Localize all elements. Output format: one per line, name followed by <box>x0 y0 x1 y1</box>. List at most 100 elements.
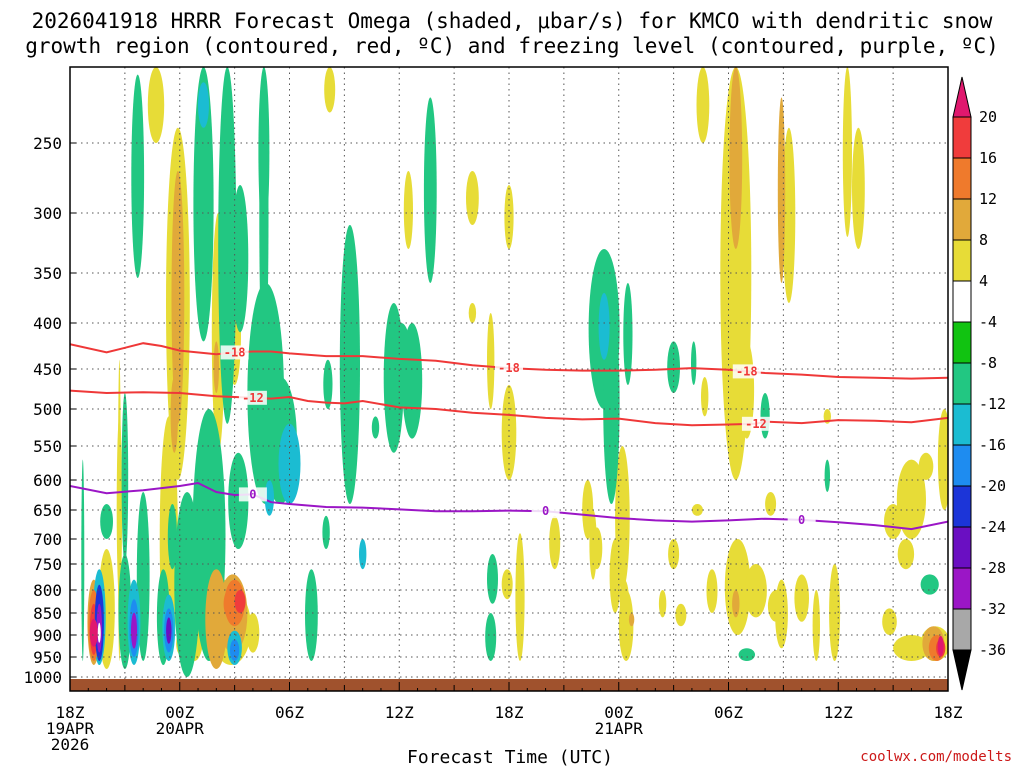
omega-shaded-region <box>893 635 930 661</box>
y-tick-label: 300 <box>33 204 62 223</box>
omega-shaded-region <box>501 569 513 600</box>
omega-shaded-region <box>667 341 680 394</box>
omega-core-sinking <box>89 618 98 647</box>
contour-label: 0 <box>798 513 805 527</box>
omega-shaded-region <box>323 359 333 409</box>
y-tick-label: 950 <box>33 648 62 667</box>
omega-shaded-region <box>658 590 667 618</box>
omega-shading <box>81 67 948 677</box>
y-tick-label: 650 <box>33 501 62 520</box>
omega-shaded-region <box>466 171 479 225</box>
colorbar-segment <box>952 157 972 200</box>
omega-shaded-region <box>760 393 770 439</box>
y-tick-label: 250 <box>33 134 62 153</box>
omega-shaded-region <box>131 74 145 278</box>
contour-label: 0 <box>249 487 256 501</box>
colorbar-segment <box>952 362 972 405</box>
colorbar-segment <box>952 526 972 569</box>
x-tick-label: 21APR <box>595 719 644 738</box>
colorbar-label: -20 <box>979 477 1006 495</box>
x-tick-label: 06Z <box>275 703 304 722</box>
contour-label: -18 <box>498 361 520 375</box>
omega-shaded-region <box>706 569 718 613</box>
y-tick-label: 550 <box>33 437 62 456</box>
omega-shaded-region <box>775 579 788 649</box>
omega-shaded-region <box>598 293 610 360</box>
contour-label-background <box>531 504 560 519</box>
omega-shaded-region <box>920 574 939 595</box>
omega-shaded-region <box>167 503 177 570</box>
omega-core-sinking <box>937 636 944 656</box>
colorbar-label: -8 <box>979 354 997 372</box>
omega-shaded-region <box>794 574 809 622</box>
omega-shaded-region <box>744 564 767 618</box>
omega-shaded-region <box>166 617 172 644</box>
omega-shaded-region <box>782 127 796 304</box>
omega-shaded-region <box>738 648 755 661</box>
omega-shaded-region <box>882 608 897 635</box>
omega-shaded-region <box>842 67 853 237</box>
colorbar-label: 8 <box>979 231 988 249</box>
omega-shaded-region <box>618 590 634 661</box>
contour-label: -12 <box>745 417 767 431</box>
y-tick-label: 750 <box>33 555 62 574</box>
contour-label-background <box>732 364 761 379</box>
omega-shaded-region <box>628 613 635 627</box>
colorbar-segment <box>952 280 972 323</box>
y-tick-label: 800 <box>33 581 62 600</box>
colorbar-label: 4 <box>979 272 988 290</box>
omega-core-rising <box>97 622 101 643</box>
omega-shaded-region <box>701 377 709 417</box>
omega-shaded-region <box>468 303 477 323</box>
omega-shaded-region <box>765 492 777 516</box>
omega-shaded-region <box>100 504 113 539</box>
y-tick-label: 450 <box>33 360 62 379</box>
y-tick-label: 900 <box>33 626 62 645</box>
omega-shaded-region <box>371 416 380 439</box>
omega-shaded-region <box>246 613 260 653</box>
x-axis-title: Forecast Time (UTC) <box>407 747 613 768</box>
omega-shaded-region <box>591 527 603 570</box>
omega-shaded-region <box>691 341 697 386</box>
contour--18 <box>70 342 948 380</box>
colorbar-segment <box>952 567 972 610</box>
colorbar-segment <box>952 116 972 159</box>
credit-text: coolwx.com/modelts <box>860 749 1012 765</box>
omega-shaded-region <box>339 225 360 504</box>
omega-shaded-region <box>234 590 246 613</box>
x-tick-label: 12Z <box>385 703 414 722</box>
x-tick-label: 18Z <box>56 703 85 722</box>
omega-shaded-region <box>402 323 423 439</box>
contour-label-background <box>220 345 249 360</box>
colorbar-top-arrow <box>952 76 972 118</box>
omega-shaded-region <box>696 67 710 143</box>
omega-shaded-region <box>897 539 915 570</box>
omega-shaded-region <box>724 539 751 635</box>
omega-shaded-region <box>884 504 903 539</box>
omega-shaded-region <box>258 67 270 237</box>
contour-lines: -18 -18 -18 -12 -12 0 0 0 <box>70 342 948 531</box>
omega-shaded-region <box>81 459 85 661</box>
omega-shaded-region <box>305 569 318 661</box>
omega-shaded-region <box>359 539 367 570</box>
colorbar-segment <box>952 321 972 364</box>
omega-shaded-region <box>179 539 188 635</box>
omega-shaded-region <box>515 533 525 661</box>
omega-shaded-region <box>675 603 687 627</box>
contour-label: -18 <box>736 364 758 378</box>
chart-title-line-2: growth region (contoured, red, ºC) and f… <box>25 34 999 58</box>
y-tick-label: 1000 <box>23 668 62 687</box>
omega-shaded-region <box>549 515 561 570</box>
omega-shaded-region <box>918 452 934 480</box>
omega-shaded-region <box>218 67 237 424</box>
contour-label-background <box>238 487 267 502</box>
colorbar-label: -12 <box>979 395 1006 413</box>
x-tick-label: 18Z <box>495 703 524 722</box>
colorbar-label: 20 <box>979 108 997 126</box>
x-tick-label: 18Z <box>934 703 963 722</box>
omega-shaded-region <box>198 82 209 128</box>
contour-label: -12 <box>242 391 264 405</box>
chart-title-line-1: 2026041918 HRRR Forecast Omega (shaded, … <box>32 9 993 33</box>
colorbar-label: 12 <box>979 190 997 208</box>
omega-shaded-region <box>170 377 178 453</box>
